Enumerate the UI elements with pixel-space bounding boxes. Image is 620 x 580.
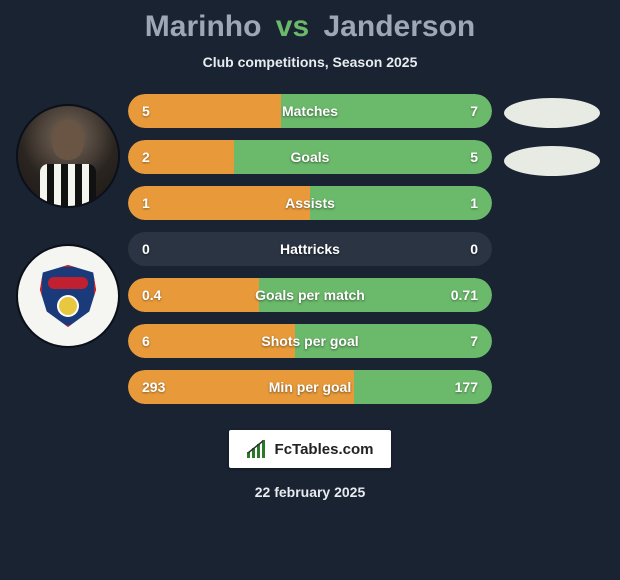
page-title: Marinho vs Janderson — [0, 10, 620, 44]
title-vs: vs — [276, 10, 309, 43]
player1-avatar — [18, 106, 118, 206]
stat-label: Goals — [291, 149, 330, 165]
stat-value-right: 5 — [470, 149, 478, 165]
fctables-label: FcTables.com — [275, 441, 374, 458]
player2-club-badge — [18, 246, 118, 346]
stat-row: 0 0 Hattricks — [128, 232, 492, 266]
stat-row: 0.4 0.71 Goals per match — [128, 278, 492, 312]
stat-bar-right — [310, 186, 492, 220]
stat-label: Goals per match — [255, 287, 365, 303]
stat-row: 293 177 Min per goal — [128, 370, 492, 404]
stat-value-left: 2 — [142, 149, 150, 165]
stat-label: Min per goal — [269, 379, 351, 395]
stat-label: Assists — [285, 195, 335, 211]
stat-row: 1 1 Assists — [128, 186, 492, 220]
stat-value-left: 1 — [142, 195, 150, 211]
stat-row: 2 5 Goals — [128, 140, 492, 174]
title-player2: Janderson — [324, 10, 476, 43]
right-column — [492, 94, 612, 176]
main-row: 57Matches25Goals11Assists00Hattricks0.40… — [0, 94, 620, 404]
stat-label: Shots per goal — [261, 333, 358, 349]
stat-value-left: 6 — [142, 333, 150, 349]
stat-row: 5 7 Matches — [128, 94, 492, 128]
stats-column: 57Matches25Goals11Assists00Hattricks0.40… — [128, 94, 492, 404]
stat-bar-left — [128, 94, 281, 128]
stat-value-right: 0.71 — [451, 287, 478, 303]
stat-bar-left — [128, 186, 310, 220]
stat-value-right: 1 — [470, 195, 478, 211]
comparison-card: Marinho vs Janderson Club competitions, … — [0, 0, 620, 580]
stat-value-left: 5 — [142, 103, 150, 119]
stat-value-right: 0 — [470, 241, 478, 257]
footer: FcTables.com 22 february 2025 — [0, 430, 620, 500]
stat-row: 6 7 Shots per goal — [128, 324, 492, 358]
title-player1: Marinho — [145, 10, 262, 43]
left-column — [8, 94, 128, 346]
stat-value-left: 293 — [142, 379, 165, 395]
placeholder-ellipse — [504, 146, 600, 176]
fctables-badge[interactable]: FcTables.com — [229, 430, 392, 468]
stat-bar-right — [234, 140, 492, 174]
subtitle: Club competitions, Season 2025 — [0, 54, 620, 70]
fctables-logo-icon — [247, 440, 267, 458]
stat-value-right: 7 — [470, 103, 478, 119]
stat-label: Hattricks — [280, 241, 340, 257]
stat-value-left: 0 — [142, 241, 150, 257]
footer-date: 22 february 2025 — [0, 484, 620, 500]
stat-label: Matches — [282, 103, 338, 119]
stat-value-right: 177 — [455, 379, 478, 395]
stat-value-right: 7 — [470, 333, 478, 349]
club-shield-icon — [40, 265, 96, 327]
stat-value-left: 0.4 — [142, 287, 161, 303]
placeholder-ellipse — [504, 98, 600, 128]
